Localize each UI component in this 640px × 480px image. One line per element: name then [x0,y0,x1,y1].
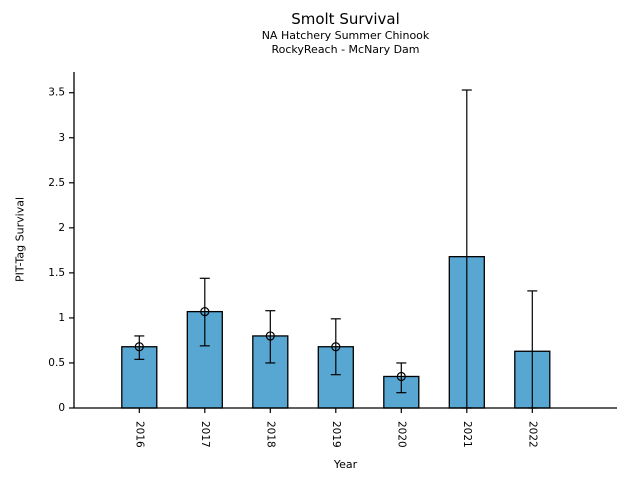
x-tick-label-2022: 2022 [526,421,538,448]
x-tick-label-2017: 2017 [199,421,211,448]
x-tick-label-2018: 2018 [264,421,276,448]
y-tick-label-2: 2 [58,222,65,234]
x-tick-label-2019: 2019 [330,421,342,448]
x-tick-label-2021: 2021 [461,421,473,448]
point-marker-2017 [200,307,210,317]
chart-title: Smolt Survival [291,10,400,28]
point-marker-2018 [265,331,275,341]
x-axis-label: Year [333,458,358,471]
y-tick-label-1: 1 [58,312,65,324]
y-tick-label-2.5: 2.5 [48,177,65,189]
y-tick-label-0: 0 [58,402,65,414]
y-tick-label-1.5: 1.5 [48,267,65,279]
y-tick-label-3.5: 3.5 [48,87,65,99]
chart-subtitle-line2: RockyReach - McNary Dam [271,42,420,56]
y-tick-label-0.5: 0.5 [48,357,65,369]
point-marker-2019 [331,342,341,352]
y-tick-label-3: 3 [58,132,65,144]
chart-subtitle-line1: NA Hatchery Summer Chinook [261,28,430,42]
x-tick-label-2016: 2016 [133,421,145,448]
point-marker-2016 [134,342,144,352]
x-tick-label-2020: 2020 [395,421,407,448]
title-block: Smolt Survival NA Hatchery Summer Chinoo… [74,10,617,56]
point-marker-2020 [396,371,406,382]
